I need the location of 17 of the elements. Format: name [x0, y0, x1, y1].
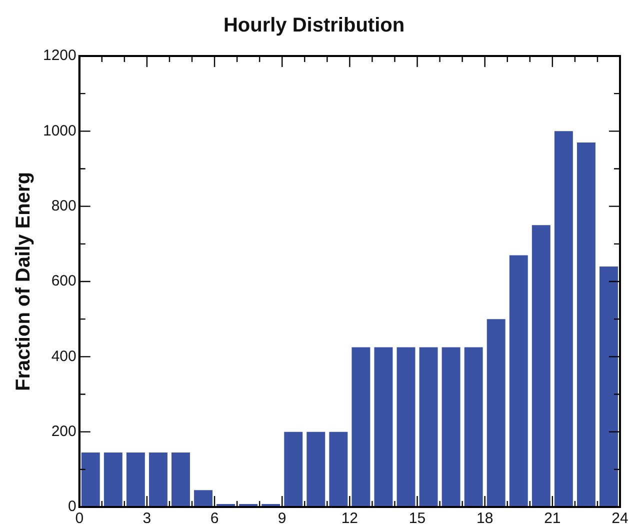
- chart-title: Hourly Distribution: [223, 14, 405, 37]
- y-tick-label: 400: [51, 348, 76, 365]
- y-tick-label: 1200: [42, 47, 76, 64]
- x-tick-label: 24: [612, 510, 628, 528]
- x-tick-label: 6: [210, 510, 219, 528]
- x-tick-label: 3: [142, 510, 152, 528]
- y-tick-label: 800: [51, 197, 76, 214]
- y-axis-title: Fraction of Daily Energ: [12, 172, 35, 391]
- y-tick-label: 0: [68, 498, 76, 516]
- y-tick-label: 600: [51, 272, 76, 290]
- x-tick-label: 9: [278, 510, 286, 528]
- y-tick-label: 1000: [42, 122, 76, 140]
- x-tick-label: 18: [476, 510, 494, 528]
- x-tick-label: 15: [408, 510, 426, 528]
- x-tick-label: 12: [341, 510, 358, 528]
- x-tick-label: 21: [544, 510, 561, 528]
- y-tick-label: 200: [51, 422, 76, 440]
